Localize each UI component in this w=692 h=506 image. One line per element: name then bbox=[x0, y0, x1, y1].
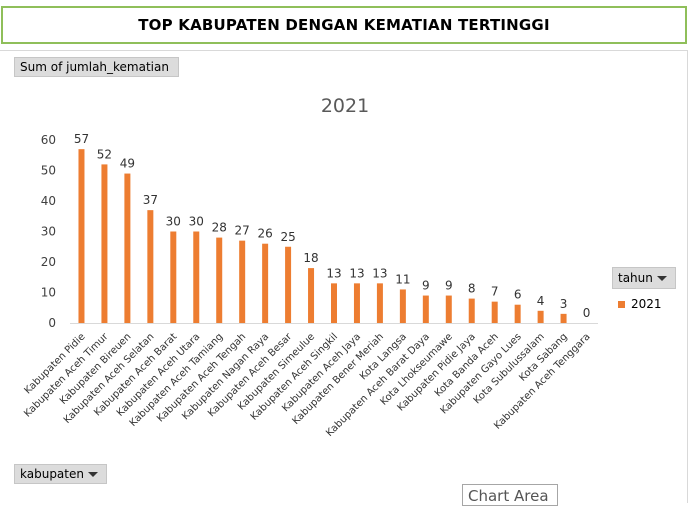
legend-swatch bbox=[618, 300, 625, 308]
bar bbox=[239, 240, 246, 323]
bar bbox=[376, 283, 383, 323]
bar bbox=[308, 268, 315, 323]
y-tick-label: 30 bbox=[41, 225, 56, 239]
data-label: 9 bbox=[422, 279, 430, 293]
legend-field-label: tahun bbox=[618, 271, 653, 285]
bar bbox=[147, 210, 154, 323]
data-label: 13 bbox=[349, 266, 364, 280]
axis-field-button[interactable]: kabupaten bbox=[14, 464, 107, 484]
data-label: 27 bbox=[235, 224, 250, 238]
bar bbox=[514, 304, 521, 323]
bar bbox=[170, 231, 177, 323]
data-label: 4 bbox=[537, 294, 545, 308]
data-label: 57 bbox=[74, 132, 89, 146]
data-label: 25 bbox=[280, 230, 295, 244]
y-tick-label: 10 bbox=[41, 286, 56, 300]
chevron-down-icon bbox=[88, 471, 98, 477]
legend-field-button[interactable]: tahun bbox=[612, 267, 676, 289]
data-label: 3 bbox=[560, 297, 568, 311]
bar bbox=[445, 295, 452, 323]
bar bbox=[399, 289, 406, 323]
bar bbox=[216, 237, 223, 323]
values-field-button[interactable]: Sum of jumlah_kematian bbox=[14, 57, 179, 77]
bar bbox=[491, 301, 498, 323]
bar bbox=[101, 164, 108, 323]
data-label: 0 bbox=[583, 306, 591, 320]
chart-area-tooltip: Chart Area bbox=[462, 484, 558, 506]
data-label: 8 bbox=[468, 282, 476, 296]
bar bbox=[353, 283, 360, 323]
data-label: 26 bbox=[257, 227, 272, 241]
data-label: 6 bbox=[514, 288, 522, 302]
bar bbox=[285, 246, 292, 323]
axis-field-label: kabupaten bbox=[20, 467, 84, 481]
data-label: 13 bbox=[372, 266, 387, 280]
data-label: 18 bbox=[303, 251, 318, 265]
y-tick-label: 50 bbox=[41, 164, 56, 178]
data-label: 37 bbox=[143, 193, 158, 207]
data-label: 13 bbox=[326, 266, 341, 280]
bar bbox=[560, 313, 567, 323]
bar bbox=[193, 231, 200, 323]
y-tick-label: 40 bbox=[41, 194, 56, 208]
bar bbox=[537, 310, 544, 323]
data-label: 30 bbox=[189, 215, 204, 229]
bar bbox=[422, 295, 429, 323]
page-title: TOP KABUPATEN DENGAN KEMATIAN TERTINGGI bbox=[1, 6, 687, 44]
data-label: 11 bbox=[395, 272, 410, 286]
values-field-label: Sum of jumlah_kematian bbox=[20, 60, 169, 74]
bar bbox=[468, 298, 475, 323]
data-label: 9 bbox=[445, 279, 453, 293]
data-label: 52 bbox=[97, 147, 112, 161]
legend-entry: 2021 bbox=[618, 297, 662, 311]
bar bbox=[262, 243, 269, 323]
legend-label: 2021 bbox=[631, 297, 662, 311]
data-label: 30 bbox=[166, 215, 181, 229]
chart-title: 2021 bbox=[321, 95, 369, 117]
data-label: 28 bbox=[212, 221, 227, 235]
chart-area[interactable] bbox=[0, 50, 688, 503]
bar bbox=[78, 149, 85, 323]
bar bbox=[331, 283, 337, 323]
bar bbox=[124, 173, 131, 323]
y-tick-label: 60 bbox=[41, 133, 56, 147]
y-tick-label: 0 bbox=[48, 316, 56, 330]
data-label: 49 bbox=[120, 157, 135, 171]
chevron-down-icon bbox=[657, 275, 667, 281]
data-label: 7 bbox=[491, 285, 499, 299]
y-tick-label: 20 bbox=[41, 255, 56, 269]
